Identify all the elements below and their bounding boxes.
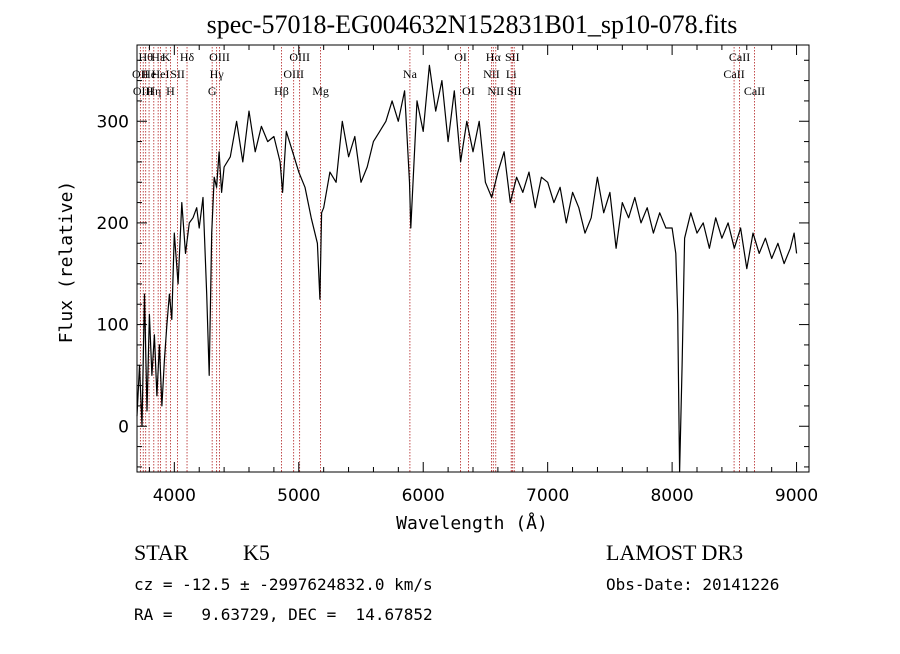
emission-line-label: SII <box>507 84 522 98</box>
y-tick-label: 0 <box>118 417 129 437</box>
y-tick-label: 300 <box>97 112 129 132</box>
emission-line-label: Hα <box>486 50 502 64</box>
ra-dec-coordinates: RA = 9.63729, DEC = 14.67852 <box>134 605 433 624</box>
emission-line-label: Hγ <box>210 67 225 81</box>
emission-line-label: SII <box>505 50 520 64</box>
y-axis-ticks: 0 100 200 300 <box>97 59 809 468</box>
y-axis-label: Flux (relative) <box>56 181 77 344</box>
object-subclass: K5 <box>243 540 270 565</box>
emission-line-markers: OII OIII Hθ He Hη Hε HeI K H SII Hδ G Hγ OIII Hβ OIII OI… <box>132 47 765 472</box>
x-tick-label: 9000 <box>775 486 818 506</box>
emission-line-label: Hθ <box>139 50 154 64</box>
emission-line-label: OIII <box>133 84 154 98</box>
emission-line-label: H <box>166 84 175 98</box>
plot-frame <box>136 44 810 473</box>
emission-line-label: G <box>208 84 217 98</box>
emission-line-label: Mg <box>312 84 329 98</box>
emission-line-label: HeI <box>152 67 170 81</box>
spectrum-line <box>136 64 798 473</box>
x-tick-label: 8000 <box>650 486 693 506</box>
emission-line-label: Na <box>403 67 418 81</box>
emission-line-label: OI <box>462 84 475 98</box>
emission-line-label: Hβ <box>274 84 289 98</box>
emission-line-label: OI <box>454 50 467 64</box>
x-tick-label: 7000 <box>526 486 569 506</box>
y-tick-label: 100 <box>97 316 129 336</box>
object-class: STAR <box>134 540 189 565</box>
chart-title: spec-57018-EG004632N152831B01_sp10-078.f… <box>207 10 738 39</box>
x-tick-label: 4000 <box>153 486 196 506</box>
emission-line-label: Li <box>506 67 517 81</box>
emission-line-label: NII <box>487 84 504 98</box>
emission-line-label: SII <box>170 67 185 81</box>
x-axis-label: Wavelength (Å) <box>396 512 548 534</box>
y-tick-label: 200 <box>97 214 129 234</box>
emission-line-label: He <box>142 67 156 81</box>
observation-date: Obs-Date: 20141226 <box>606 575 779 594</box>
emission-line-label: CaII <box>744 84 765 98</box>
emission-line-label: OII <box>132 67 149 81</box>
emission-line-label: CaII <box>723 67 744 81</box>
x-tick-label: 5000 <box>277 486 320 506</box>
survey-name: LAMOST DR3 <box>606 540 743 565</box>
emission-line-label: OIII <box>283 67 304 81</box>
emission-line-label: Hη <box>146 84 161 98</box>
x-axis-ticks: 4000 5000 6000 7000 8000 9000 <box>148 45 818 506</box>
emission-line-label: OIII <box>289 50 310 64</box>
x-tick-label: 6000 <box>402 486 445 506</box>
emission-line-label: Hε <box>151 50 165 64</box>
spectrum-layer <box>136 64 798 473</box>
emission-line-label: CaII <box>729 50 750 64</box>
emission-line-label: Hδ <box>180 50 195 64</box>
emission-line-label: K <box>162 50 171 64</box>
emission-line-label: NII <box>483 67 500 81</box>
emission-line-label: OIII <box>209 50 230 64</box>
redshift-cz: cz = -12.5 ± -2997624832.0 km/s <box>134 575 433 594</box>
